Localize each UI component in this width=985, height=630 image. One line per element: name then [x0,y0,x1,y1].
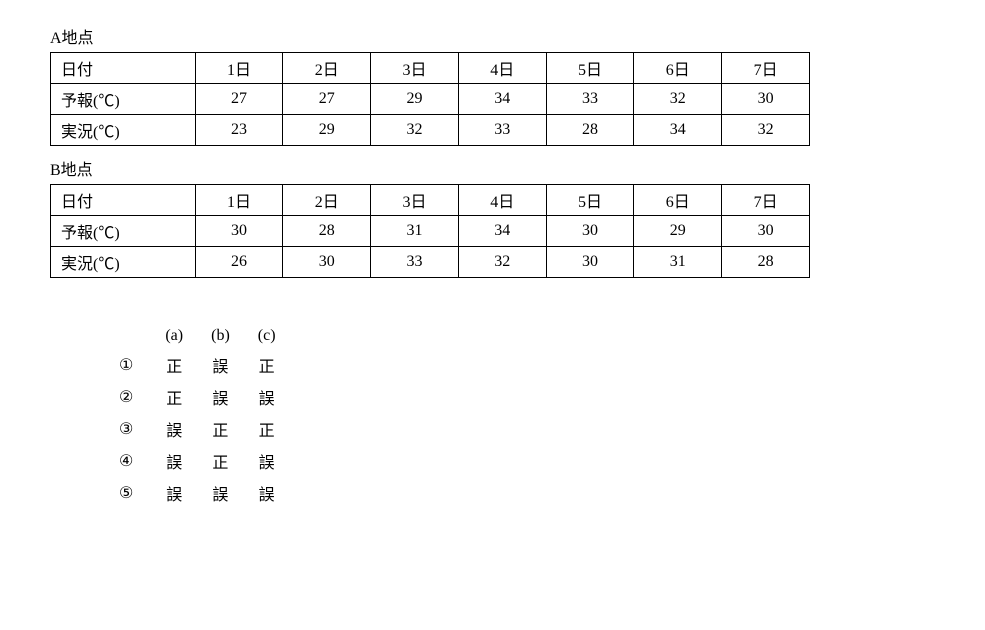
col-header: 7日 [722,53,810,84]
answer-number: ⑤ [105,477,151,509]
cell: 33 [458,115,546,146]
answer-cell: 誤 [151,477,197,509]
answer-cell: 誤 [151,413,197,445]
col-header: 3日 [371,53,459,84]
row-header-actual: 実況(℃) [51,115,196,146]
answer-cell: 誤 [244,445,290,477]
table-row: ⑤ 誤 誤 誤 [105,477,290,509]
cell: 34 [634,115,722,146]
table-row: ② 正 誤 誤 [105,381,290,413]
col-header: 1日 [195,53,283,84]
row-header-actual: 実況(℃) [51,247,196,278]
answer-cell: 誤 [197,381,244,413]
answer-number: ① [105,349,151,381]
cell: 33 [371,247,459,278]
cell: 33 [546,84,634,115]
table-row: 予報(℃) 30 28 31 34 30 29 30 [51,216,810,247]
table-row: ④ 誤 正 誤 [105,445,290,477]
table-row: 日付 1日 2日 3日 4日 5日 6日 7日 [51,185,810,216]
cell: 26 [195,247,283,278]
table-row: 実況(℃) 26 30 33 32 30 31 28 [51,247,810,278]
cell: 29 [371,84,459,115]
answer-cell: 正 [151,381,197,413]
table-row: 日付 1日 2日 3日 4日 5日 6日 7日 [51,53,810,84]
answer-cell: 正 [197,445,244,477]
cell: 30 [546,216,634,247]
cell: 31 [371,216,459,247]
cell: 34 [458,84,546,115]
col-header: 4日 [458,53,546,84]
table-b: 日付 1日 2日 3日 4日 5日 6日 7日 予報(℃) 30 28 31 3… [50,184,810,278]
table-a-title: A地点 [50,24,935,48]
col-header: 4日 [458,185,546,216]
cell: 27 [195,84,283,115]
answer-number: ④ [105,445,151,477]
table-row: ③ 誤 正 正 [105,413,290,445]
col-header: 3日 [371,185,459,216]
row-header-date: 日付 [51,185,196,216]
cell: 27 [283,84,371,115]
answer-header: (b) [197,323,244,349]
blank-cell [105,323,151,349]
table-row: 予報(℃) 27 27 29 34 33 32 30 [51,84,810,115]
cell: 29 [634,216,722,247]
cell: 29 [283,115,371,146]
cell: 30 [283,247,371,278]
answer-options: (a) (b) (c) ① 正 誤 正 ② 正 誤 誤 ③ 誤 正 正 ④ 誤 … [105,323,935,509]
cell: 31 [634,247,722,278]
answer-cell: 正 [197,413,244,445]
table-row: (a) (b) (c) [105,323,290,349]
row-header-date: 日付 [51,53,196,84]
table-row: 実況(℃) 23 29 32 33 28 34 32 [51,115,810,146]
table-b-title: B地点 [50,156,935,180]
row-header-forecast: 予報(℃) [51,84,196,115]
cell: 30 [195,216,283,247]
col-header: 1日 [195,185,283,216]
table-row: ① 正 誤 正 [105,349,290,381]
answer-cell: 正 [244,413,290,445]
answer-cell: 誤 [151,445,197,477]
col-header: 6日 [634,53,722,84]
col-header: 5日 [546,53,634,84]
row-header-forecast: 予報(℃) [51,216,196,247]
cell: 30 [722,216,810,247]
answer-cell: 誤 [244,381,290,413]
answer-cell: 正 [151,349,197,381]
answer-header: (a) [151,323,197,349]
answer-cell: 正 [244,349,290,381]
col-header: 2日 [283,53,371,84]
col-header: 7日 [722,185,810,216]
cell: 32 [634,84,722,115]
cell: 32 [371,115,459,146]
cell: 30 [546,247,634,278]
cell: 34 [458,216,546,247]
answer-cell: 誤 [197,349,244,381]
table-a: 日付 1日 2日 3日 4日 5日 6日 7日 予報(℃) 27 27 29 3… [50,52,810,146]
cell: 32 [722,115,810,146]
cell: 23 [195,115,283,146]
cell: 28 [283,216,371,247]
answer-cell: 誤 [197,477,244,509]
answer-number: ③ [105,413,151,445]
cell: 28 [546,115,634,146]
answer-number: ② [105,381,151,413]
answer-cell: 誤 [244,477,290,509]
col-header: 5日 [546,185,634,216]
answer-header: (c) [244,323,290,349]
col-header: 6日 [634,185,722,216]
answer-table: (a) (b) (c) ① 正 誤 正 ② 正 誤 誤 ③ 誤 正 正 ④ 誤 … [105,323,290,509]
col-header: 2日 [283,185,371,216]
cell: 30 [722,84,810,115]
cell: 28 [722,247,810,278]
cell: 32 [458,247,546,278]
